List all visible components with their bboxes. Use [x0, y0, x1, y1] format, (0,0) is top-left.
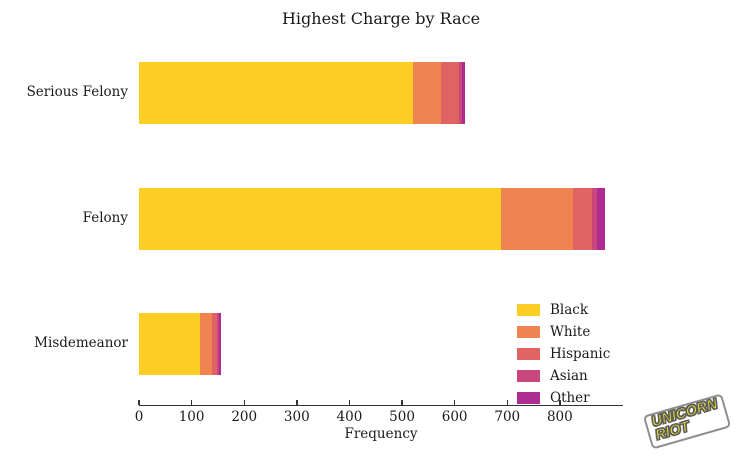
- bar-segment-black: [139, 313, 201, 375]
- legend-label-asian: Asian: [550, 368, 588, 384]
- bar-segment-asian: [592, 188, 597, 250]
- bar-row-felony: [139, 188, 623, 250]
- legend: Black White Hispanic Asian Other: [517, 299, 610, 409]
- unicorn-riot-logo: UNICORN RIOT: [642, 393, 731, 450]
- x-tick-label: 0: [134, 409, 144, 425]
- legend-item-hispanic: Hispanic: [517, 343, 610, 365]
- legend-item-other: Other: [517, 387, 610, 409]
- x-tick-label: 400: [336, 409, 363, 425]
- y-axis-label-serious-felony: Serious Felony: [26, 84, 128, 100]
- x-tick-label: 600: [441, 409, 468, 425]
- y-axis-label-felony: Felony: [82, 210, 128, 226]
- bar-segment-other: [462, 62, 466, 124]
- x-tick: [243, 400, 245, 405]
- x-tick-label: 300: [283, 409, 310, 425]
- x-tick: [138, 400, 140, 405]
- bar-segment-hispanic: [440, 62, 460, 124]
- legend-swatch-white: [517, 326, 540, 338]
- legend-item-white: White: [517, 321, 610, 343]
- x-tick: [348, 400, 351, 405]
- x-tick-label: 200: [231, 409, 258, 425]
- bar-segment-other: [596, 188, 605, 250]
- x-tick: [190, 400, 193, 405]
- legend-label-black: Black: [550, 302, 589, 318]
- x-tick-label: 500: [389, 409, 415, 425]
- legend-swatch-hispanic: [517, 348, 540, 360]
- legend-swatch-other: [517, 392, 540, 404]
- bar-segment-hispanic: [212, 313, 218, 375]
- x-tick: [559, 400, 561, 405]
- legend-swatch-asian: [517, 370, 540, 382]
- chart-title: Highest Charge by Race: [281, 9, 481, 28]
- x-tick: [401, 400, 403, 405]
- legend-item-black: Black: [517, 299, 610, 321]
- x-tick-label: 800: [546, 409, 573, 425]
- x-tick: [296, 400, 298, 405]
- bar-row-misdemeanor: [139, 313, 623, 375]
- legend-label-hispanic: Hispanic: [550, 346, 611, 362]
- plot-area: [138, 50, 623, 406]
- bar-segment-black: [139, 188, 501, 250]
- bar-segment-white: [412, 62, 441, 124]
- bar-segment-black: [139, 62, 413, 124]
- bar-segment-asian: [459, 62, 462, 124]
- x-tick-label: 100: [178, 409, 205, 425]
- bar-segment-white: [500, 188, 573, 250]
- legend-item-asian: Asian: [517, 365, 610, 387]
- legend-label-white: White: [550, 324, 591, 340]
- x-tick: [453, 400, 456, 405]
- bar-segment-other: [219, 313, 221, 375]
- bar-segment-white: [200, 313, 213, 375]
- legend-swatch-black: [517, 304, 540, 316]
- x-tick-label: 700: [494, 409, 521, 425]
- legend-label-other: Other: [550, 390, 590, 406]
- x-axis-title: Frequency: [344, 426, 418, 442]
- y-axis-label-misdemeanor: Misdemeanor: [34, 335, 128, 351]
- x-tick: [506, 400, 508, 405]
- bar-row-serious-felony: [139, 62, 623, 124]
- bar-segment-hispanic: [573, 188, 593, 250]
- bar-segment-asian: [217, 313, 220, 375]
